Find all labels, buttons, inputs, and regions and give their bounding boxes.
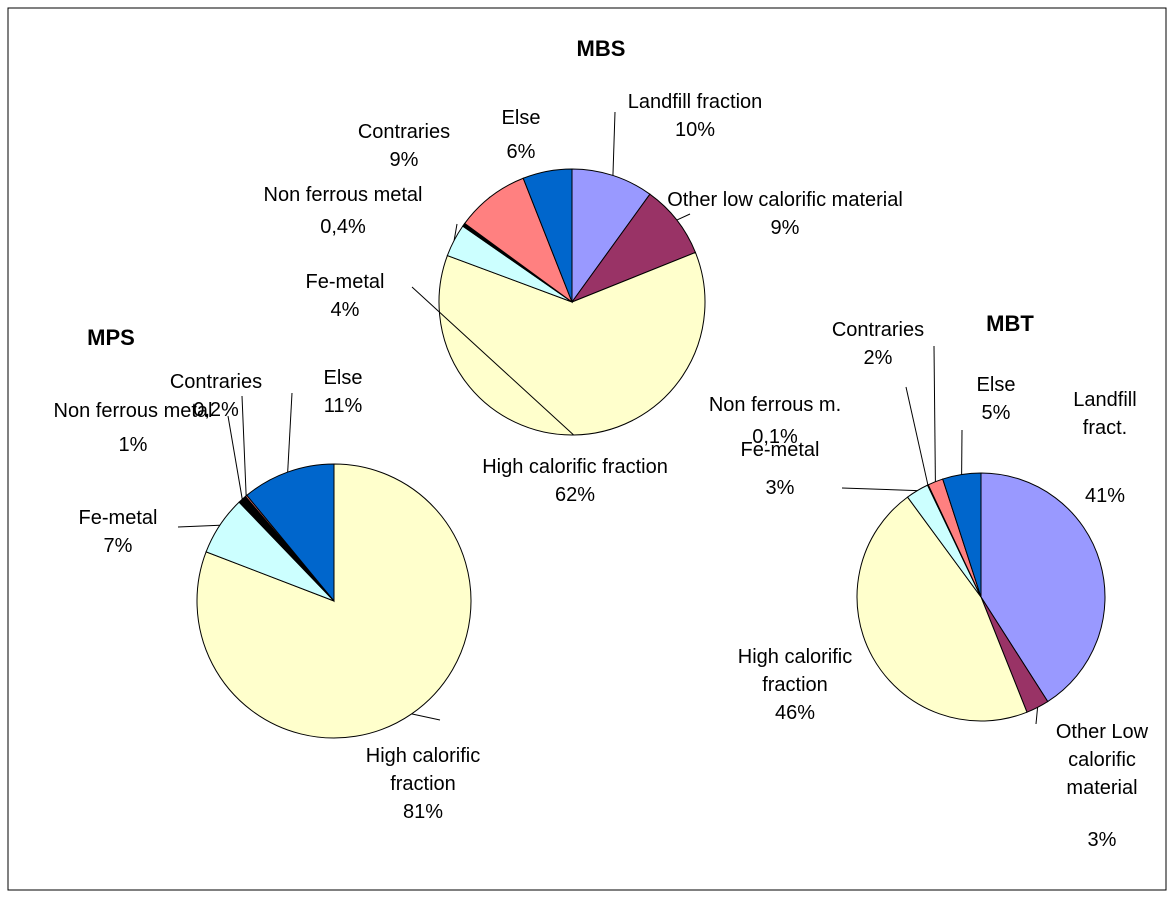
slice-label: Other low calorific material 9% — [665, 186, 905, 242]
category-label: Contraries — [831, 319, 925, 341]
leader-line — [411, 286, 575, 436]
value-label: 0,4% — [320, 216, 366, 238]
category-label: Landfill fract. — [1073, 389, 1137, 439]
value-label: 6% — [506, 141, 536, 163]
pie-slice — [571, 168, 651, 304]
value-label: 3% — [1087, 829, 1117, 851]
leader-line — [841, 487, 918, 492]
value-label: 0,1% — [752, 426, 798, 448]
slice-label: Non ferrous metal 0,4% — [223, 181, 463, 241]
slice-label: Non ferrous metal 1% — [13, 397, 253, 459]
leader-line — [411, 713, 441, 721]
slice-label: Contraries 0,2% — [156, 368, 276, 424]
slice-label: Else 5% — [966, 371, 1026, 427]
category-label: Fe-metal — [78, 507, 158, 529]
value-label: 41% — [1084, 485, 1126, 507]
category-label: Other low calorific material — [667, 189, 903, 211]
category-label: Non ferrous m. — [708, 394, 842, 416]
slice-label: High calorific fraction 81% — [338, 742, 508, 826]
leader-line — [1035, 707, 1039, 725]
pie-slice — [522, 168, 573, 303]
category-label: Landfill fraction — [627, 91, 763, 113]
value-label: 2% — [863, 347, 893, 369]
chart-title: MBS — [576, 36, 626, 61]
slice-label: Contraries 2% — [818, 316, 938, 372]
value-label: 10% — [674, 119, 716, 141]
slice-label: Other Low calorific material 3% — [1032, 718, 1172, 854]
leader-line — [905, 386, 929, 486]
leader-line — [241, 395, 247, 496]
slice-label: Non ferrous m. 0,1% — [690, 391, 860, 451]
category-label: High calorific fraction — [365, 745, 481, 795]
slice-label: Landfill fraction 10% — [595, 88, 795, 144]
pie-slice — [196, 463, 472, 739]
value-label: 4% — [330, 299, 360, 321]
category-label: Non ferrous metal — [263, 184, 423, 206]
category-label: Else — [501, 107, 541, 129]
category-label: Contraries — [169, 371, 263, 393]
category-label: High calorific fraction — [737, 646, 853, 696]
category-label: Else — [976, 374, 1016, 396]
category-label: High calorific fraction — [482, 456, 668, 478]
slice-label: Landfill fract. 41% — [1055, 386, 1155, 510]
leader-line — [287, 392, 293, 473]
frame — [7, 7, 1167, 891]
value-label: 46% — [774, 702, 816, 724]
slice-label: High calorific fraction 62% — [445, 453, 705, 509]
value-label: 9% — [770, 217, 800, 239]
slice-label: Fe-metal 3% — [720, 436, 840, 502]
value-label: 1% — [118, 434, 148, 456]
category-label: Contraries — [357, 121, 451, 143]
slice-label: Fe-metal 7% — [58, 504, 178, 560]
category-label: Fe-metal — [740, 439, 820, 461]
leader-line — [676, 213, 691, 221]
category-label: Else — [323, 367, 363, 389]
value-label: 0,2% — [193, 399, 239, 421]
category-label: Non ferrous metal — [53, 400, 213, 422]
value-label: 11% — [323, 395, 363, 417]
leader-line — [933, 345, 936, 482]
value-label: 62% — [554, 484, 596, 506]
value-label: 9% — [389, 149, 419, 171]
leader-line — [612, 111, 616, 176]
pie-slice — [980, 472, 1106, 703]
value-label: 7% — [103, 535, 133, 557]
leader-line — [227, 415, 243, 500]
slice-label: Contraries 9% — [344, 118, 464, 174]
value-label: 5% — [981, 402, 1011, 424]
pie-slice — [856, 496, 1028, 722]
leader-line — [177, 524, 220, 528]
slice-label: Fe-metal 4% — [285, 268, 405, 324]
leader-line — [453, 223, 458, 241]
chart-title: MBT — [986, 311, 1034, 336]
category-label: Other Low calorific material — [1055, 721, 1149, 799]
value-label: 81% — [402, 801, 444, 823]
slice-label: Else 6% — [481, 104, 561, 166]
pie-slice — [942, 472, 982, 598]
value-label: 3% — [765, 477, 795, 499]
category-label: Fe-metal — [305, 271, 385, 293]
chart-title: MPS — [87, 325, 135, 350]
slice-label: Else 11% — [303, 364, 383, 420]
slice-label: High calorific fraction 46% — [710, 643, 880, 727]
